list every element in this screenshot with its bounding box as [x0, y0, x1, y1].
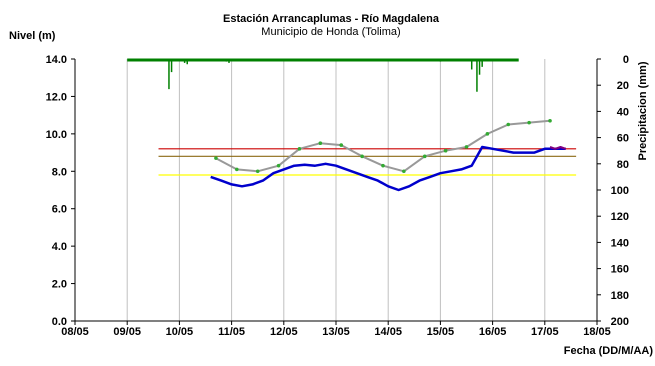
series-point: [506, 122, 511, 127]
series-point: [255, 169, 260, 174]
series-point: [276, 163, 281, 168]
y-tick-label: 8.0: [52, 166, 67, 178]
y2-tick-label: 180: [611, 290, 629, 302]
series-point: [214, 156, 218, 160]
y-tick-label: 6.0: [52, 204, 67, 216]
x-tick-label: 14/05: [374, 326, 402, 338]
x-tick-label: 09/05: [113, 326, 141, 338]
y2-tick-label: 80: [617, 159, 629, 171]
chart-title: Estación Arrancaplumas - Río Magdalena: [223, 13, 440, 25]
y-tick-label: 12.0: [46, 91, 67, 103]
series-point: [485, 132, 490, 136]
x-tick-label: 08/05: [61, 326, 89, 338]
y-tick-label: 0.0: [52, 316, 67, 328]
y2-tick-label: 100: [611, 185, 629, 197]
chart-subtitle: Municipio de Honda (Tolima): [261, 26, 400, 38]
y2-tick-label: 40: [617, 106, 629, 118]
x-tick-label: 12/05: [270, 326, 298, 338]
y2-tick-label: 160: [611, 264, 629, 276]
series-point: [443, 148, 448, 153]
x-tick-label: 15/05: [427, 326, 455, 338]
y2-tick-label: 20: [617, 80, 629, 92]
y2-tick-label: 200: [611, 316, 629, 328]
series-line: [210, 145, 566, 192]
series-point: [360, 154, 364, 159]
series-point: [318, 141, 323, 146]
series-line: [215, 119, 551, 173]
y-tick-label: 14.0: [46, 54, 67, 66]
y-axis-title: Nivel (m): [9, 30, 56, 42]
y2-tick-label: 140: [611, 237, 629, 249]
x-tick-label: 17/05: [531, 326, 559, 338]
series-point: [527, 120, 531, 125]
x-axis-title: Fecha (DD/M/AA): [564, 345, 654, 357]
series-point: [402, 169, 406, 174]
x-tick-label: 18/05: [583, 326, 611, 338]
x-tick-label: 10/05: [166, 326, 194, 338]
series-line: [549, 146, 567, 150]
series-point: [235, 167, 239, 172]
series-point: [339, 143, 344, 147]
y2-tick-label: 120: [611, 211, 629, 223]
plot-area: 0.0 2.0 4.0 6.0 8.0 10.0 12.0 14.0 0 20 40 60 80 100 1…: [46, 54, 629, 338]
y-tick-label: 10.0: [46, 129, 67, 141]
y-tick-label: 2.0: [52, 279, 67, 291]
y-tick-label: 4.0: [52, 241, 67, 253]
series-point: [381, 163, 385, 168]
series-point: [548, 118, 552, 123]
y2-tick-label: 0: [623, 54, 629, 66]
y2-tick-label: 60: [617, 133, 629, 145]
series-point: [464, 145, 469, 149]
x-tick-label: 11/05: [218, 326, 245, 338]
y2-axis-title: Precipitacion (mm): [637, 61, 649, 160]
x-tick-label: 16/05: [479, 326, 507, 338]
x-tick-label: 13/05: [322, 326, 350, 338]
series-point: [297, 147, 302, 151]
series-point: [422, 154, 427, 159]
